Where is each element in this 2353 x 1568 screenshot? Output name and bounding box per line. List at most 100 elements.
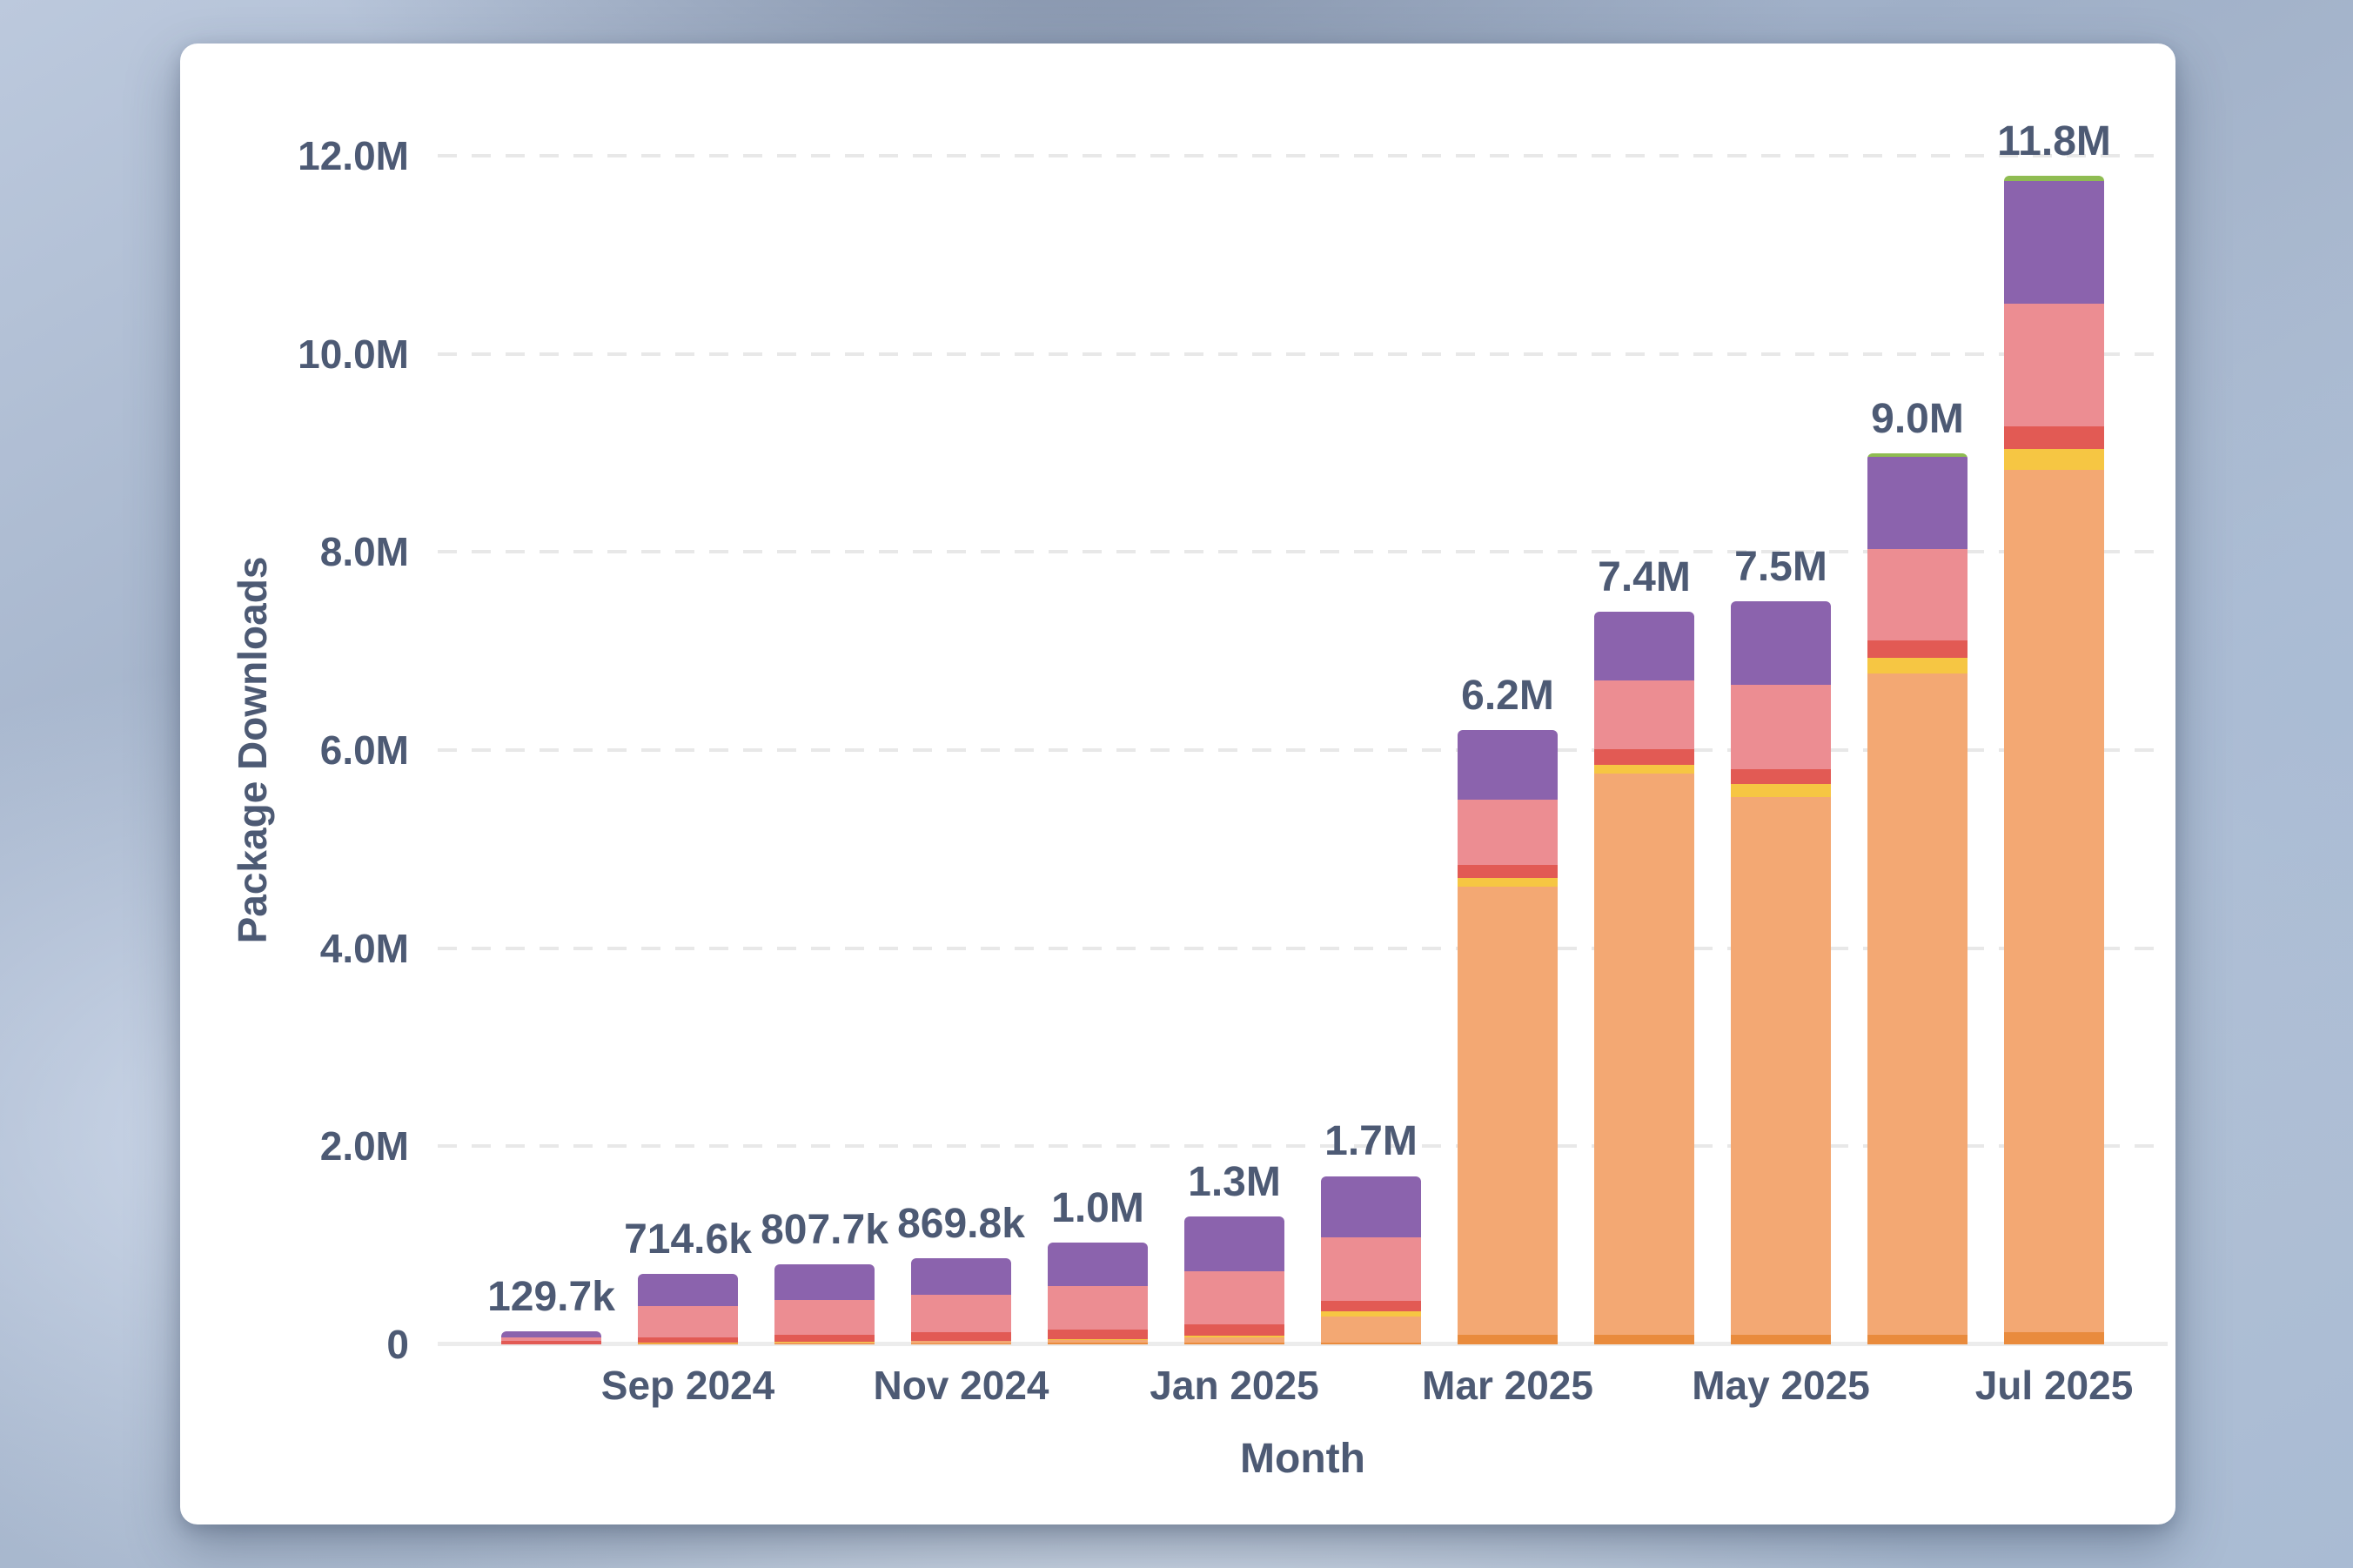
bar-segment-orange[interactable]	[2004, 469, 2104, 1333]
bar-segment-purple[interactable]	[1184, 1216, 1284, 1271]
bar-segment-yellow[interactable]	[1048, 1339, 1148, 1341]
gridline-8.0M	[438, 550, 2168, 554]
bar-segment-dark-orange[interactable]	[1321, 1342, 1421, 1344]
bar-segment-orange[interactable]	[774, 1342, 875, 1344]
stacked-bar-5[interactable]	[1048, 1242, 1148, 1344]
bar-value-label: 7.5M	[1734, 544, 1827, 591]
bar-segment-red[interactable]	[1458, 865, 1558, 878]
bar-segment-dark-orange[interactable]	[1048, 1343, 1148, 1344]
bar-segment-pink[interactable]	[1321, 1237, 1421, 1301]
bar-segment-dark-orange[interactable]	[1594, 1334, 1694, 1344]
gridline-4.0M	[438, 946, 2168, 950]
bar-slot-11: 9.0M	[1849, 156, 1986, 1344]
stacked-bar-8[interactable]	[1458, 730, 1558, 1344]
bar-segment-orange[interactable]	[1731, 796, 1831, 1335]
bar-segment-orange[interactable]	[1458, 887, 1558, 1335]
stacked-bar-1[interactable]	[501, 1331, 601, 1344]
bar-segment-yellow[interactable]	[1731, 783, 1831, 797]
bar-segment-yellow[interactable]	[774, 1342, 875, 1343]
bar-segment-yellow[interactable]	[1594, 765, 1694, 774]
bar-segment-purple[interactable]	[1594, 611, 1694, 681]
bar-value-label: 1.0M	[1051, 1184, 1144, 1231]
bar-segment-pink[interactable]	[1184, 1270, 1284, 1325]
bar-segment-red[interactable]	[638, 1337, 738, 1344]
stacked-bar-10[interactable]	[1731, 601, 1831, 1344]
bar-segment-pink[interactable]	[774, 1300, 875, 1336]
plot-area: Package Downloads 129.7k 714.6k Sep 2024 80…	[230, 119, 2168, 1482]
bar-segment-pink[interactable]	[2004, 303, 2104, 426]
x-tick-label: Mar 2025	[1422, 1363, 1593, 1408]
bar-segment-red[interactable]	[1731, 768, 1831, 784]
bar-segment-dark-orange[interactable]	[1458, 1334, 1558, 1344]
bar-segment-purple[interactable]	[1048, 1242, 1148, 1286]
bar-segment-red[interactable]	[1594, 748, 1694, 766]
bar-segment-yellow[interactable]	[1867, 658, 1968, 674]
bar-segment-yellow[interactable]	[1458, 877, 1558, 888]
bar-segment-purple[interactable]	[911, 1258, 1011, 1296]
bar-segment-purple[interactable]	[2004, 180, 2104, 304]
y-tick-label: 2.0M	[319, 1123, 409, 1169]
bar-segment-pink[interactable]	[1048, 1285, 1148, 1330]
stacked-bar-9[interactable]	[1594, 611, 1694, 1344]
bar-segment-dark-orange[interactable]	[2004, 1332, 2104, 1344]
bar-segment-purple[interactable]	[1321, 1176, 1421, 1238]
bar-segment-pink[interactable]	[1458, 799, 1558, 866]
bar-segment-red[interactable]	[1867, 640, 1968, 659]
stacked-bar-6[interactable]	[1184, 1216, 1284, 1344]
bar-value-label: 1.7M	[1324, 1118, 1418, 1165]
bar-segment-pink[interactable]	[1731, 684, 1831, 769]
bar-value-label: 129.7k	[487, 1274, 615, 1321]
y-tick-label: 6.0M	[319, 727, 409, 773]
bar-segment-orange[interactable]	[911, 1341, 1011, 1344]
stacked-bar-7[interactable]	[1321, 1176, 1421, 1344]
bar-segment-red[interactable]	[774, 1335, 875, 1343]
bar-segment-pink[interactable]	[638, 1305, 738, 1337]
bar-slot-6: 1.3M Jan 2025	[1150, 156, 1318, 1408]
bar-segment-red[interactable]	[2004, 426, 2104, 449]
bar-segment-dark-orange[interactable]	[1184, 1342, 1284, 1344]
bar-segment-orange[interactable]	[1867, 673, 1968, 1335]
bar-segment-purple[interactable]	[1731, 601, 1831, 685]
bar-segment-orange[interactable]	[1594, 774, 1694, 1335]
bar-slot-10: 7.5M May 2025	[1692, 156, 1870, 1408]
bar-slot-2: 714.6k Sep 2024	[601, 156, 774, 1408]
bar-slot-8: 6.2M Mar 2025	[1422, 156, 1593, 1408]
bar-segment-dark-orange[interactable]	[1731, 1334, 1831, 1344]
stacked-bar-12[interactable]	[2004, 175, 2104, 1344]
bar-segment-purple[interactable]	[638, 1274, 738, 1306]
bar-segment-purple[interactable]	[501, 1331, 601, 1337]
bar-segment-pink[interactable]	[501, 1337, 601, 1342]
bar-segment-red[interactable]	[501, 1341, 601, 1344]
bar-segment-green[interactable]	[2004, 175, 2104, 181]
bar-segment-purple[interactable]	[1458, 730, 1558, 800]
bar-segment-orange[interactable]	[1184, 1337, 1284, 1343]
bar-segment-dark-orange[interactable]	[1867, 1334, 1968, 1344]
stacked-bar-11[interactable]	[1867, 452, 1968, 1344]
bar-segment-purple[interactable]	[774, 1264, 875, 1301]
bars-container: 129.7k 714.6k Sep 2024 807.7k 869.8k Nov 2024…	[438, 119, 2168, 1408]
bar-slot-7: 1.7M	[1303, 156, 1439, 1344]
bar-slot-1: 129.7k	[483, 156, 620, 1344]
bar-segment-yellow[interactable]	[1321, 1311, 1421, 1317]
bar-value-label: 807.7k	[761, 1207, 888, 1254]
bar-segment-red[interactable]	[1184, 1324, 1284, 1336]
bar-segment-yellow[interactable]	[2004, 448, 2104, 470]
bar-segment-red[interactable]	[911, 1331, 1011, 1341]
bar-segment-pink[interactable]	[1867, 548, 1968, 640]
stacked-bar-2[interactable]	[638, 1274, 738, 1344]
bar-segment-purple[interactable]	[1867, 457, 1968, 549]
bar-segment-yellow[interactable]	[1184, 1335, 1284, 1338]
bar-segment-red[interactable]	[1048, 1329, 1148, 1340]
bar-segment-red[interactable]	[1321, 1300, 1421, 1312]
y-tick-label: 0	[386, 1322, 409, 1367]
bar-segment-orange[interactable]	[1048, 1340, 1148, 1344]
bar-segment-pink[interactable]	[911, 1295, 1011, 1332]
bar-segment-green[interactable]	[1867, 452, 1968, 458]
bar-segment-pink[interactable]	[1594, 680, 1694, 749]
stacked-bar-4[interactable]	[911, 1258, 1011, 1344]
stacked-bar-3[interactable]	[774, 1264, 875, 1344]
bar-segment-orange[interactable]	[1321, 1317, 1421, 1343]
y-axis-title: Package Downloads	[230, 556, 275, 944]
bar-segment-yellow[interactable]	[911, 1340, 1011, 1342]
